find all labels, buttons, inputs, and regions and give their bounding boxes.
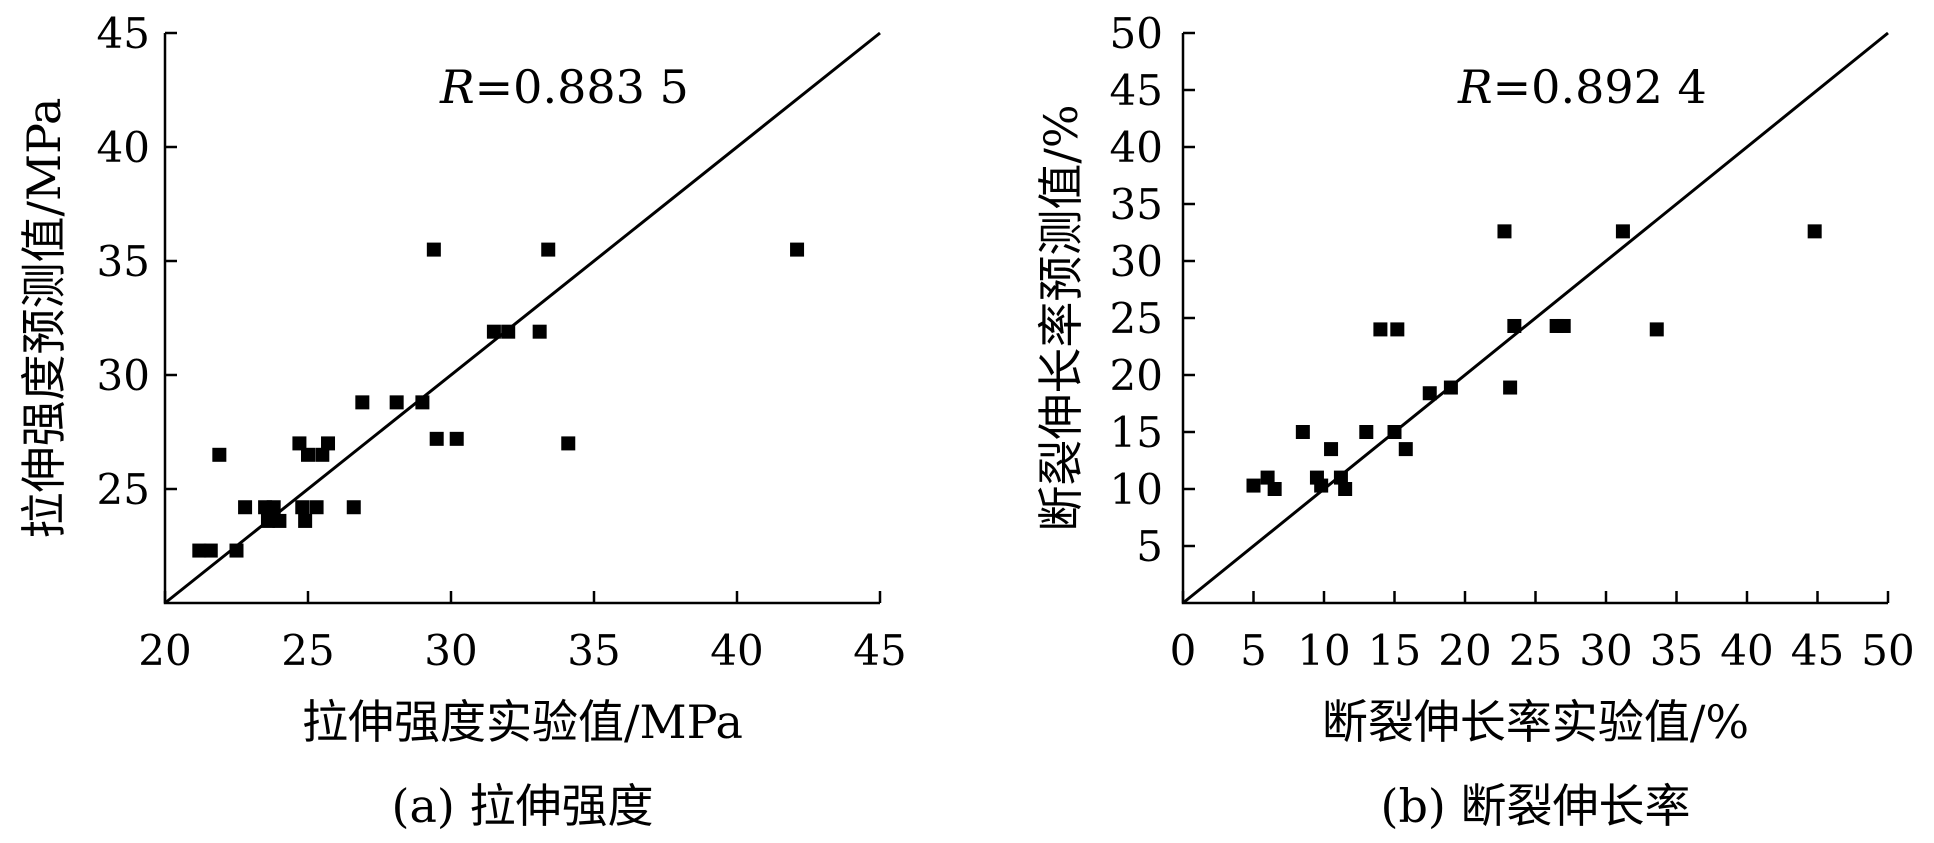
x-tick-label: 30 [1579,626,1632,675]
data-point [321,436,336,451]
x-tick-label: 25 [281,626,334,675]
data-point [315,447,330,462]
reference-line [1182,31,1889,605]
y-tick-label: 45 [1110,66,1163,115]
data-point [1324,442,1339,457]
data-point [260,513,275,528]
x-tick-label: 10 [1297,626,1350,675]
data-point [1497,224,1512,239]
x-tick-label: 45 [1791,626,1844,675]
data-point [203,543,218,558]
y-tick-label: 15 [1110,408,1163,457]
x-tick-label: 40 [710,626,763,675]
data-point [1359,425,1374,439]
data-point [790,242,805,257]
correlation-annotation: R=0.892 4 [1457,60,1707,114]
data-point [486,324,501,339]
data-point [1507,318,1522,333]
y-tick-label: 50 [1110,9,1163,58]
correlation-symbol: R [439,60,475,114]
data-point [346,500,361,515]
y-tick-label: 25 [97,465,150,514]
correlation-value: =0.883 5 [475,60,689,114]
y-tick-label: 40 [1110,123,1163,172]
data-point [1422,386,1437,401]
y-tick-label: 45 [97,9,150,58]
x-tick-label: 40 [1720,626,1773,675]
data-point [1338,482,1353,496]
data-point [1503,380,1518,395]
data-point [561,436,576,451]
y-tick-label: 20 [1110,351,1163,400]
x-tick-label: 20 [1438,626,1491,675]
data-point [1807,224,1822,239]
data-point [309,500,324,515]
data-point [266,500,281,515]
y-tick-label: 30 [97,351,150,400]
x-tick-label: 45 [853,626,906,675]
data-point [229,543,244,558]
data-point [389,395,404,410]
data-point [1556,318,1571,333]
reference-line [164,31,881,605]
y-tick-label: 25 [1110,294,1163,343]
data-point [1295,425,1310,439]
data-point [1615,224,1630,239]
data-point [415,395,430,410]
data-point [1373,322,1388,337]
data-point [429,431,444,446]
correlation-annotation: R=0.883 5 [439,60,689,114]
data-point [1267,482,1282,496]
correlation-value: =0.892 4 [1493,60,1707,114]
y-tick-label: 35 [97,237,150,286]
data-point [426,242,441,257]
y-tick-label: 40 [97,123,150,172]
data-point [1314,478,1329,493]
data-point [355,395,370,410]
y-tick-label: 30 [1110,237,1163,286]
x-axis-title: 拉伸强度实验值/MPa [302,695,743,749]
data-point [1333,470,1348,485]
y-axis-title: 断裂伸长率预测值/% [1034,104,1088,531]
data-point [1398,442,1413,457]
data-point [295,500,310,515]
data-point [1649,322,1664,337]
y-axis-title: 拉伸强度预测值/MPa [17,98,71,539]
data-point [272,513,287,528]
correlation-symbol: R [1457,60,1493,114]
x-axis-title: 断裂伸长率实验值/% [1322,695,1749,749]
data-point [541,242,556,257]
data-point [298,513,313,528]
x-tick-label: 25 [1509,626,1562,675]
x-tick-label: 35 [567,626,620,675]
y-tick-label: 5 [1136,522,1163,571]
panel-caption: (a) 拉伸强度 [392,779,654,833]
panel-a-tensile-strength: 20 25 30 35 40 45 25 30 35 40 45 R=0.883 5 拉伸强度实验值/M… [17,9,907,833]
y-tick-label: 10 [1110,465,1163,514]
x-tick-label: 0 [1170,626,1197,675]
x-tick-label: 30 [424,626,477,675]
data-point [501,324,516,339]
data-point [1246,478,1261,493]
data-point [212,447,227,462]
x-tick-label: 50 [1861,626,1914,675]
x-tick-label: 20 [138,626,191,675]
data-point [292,436,307,451]
panel-b-elongation-at-break: 0 5 10 15 20 25 30 35 40 45 505101520253035404550R… [1034,9,1915,833]
data-point [238,500,253,515]
data-point [449,431,464,446]
x-tick-label: 35 [1650,626,1703,675]
panel-caption: (b) 断裂伸长率 [1381,779,1691,833]
data-point [532,324,547,339]
data-point [1387,425,1402,439]
data-point [1390,322,1405,337]
data-point [1443,380,1458,395]
x-tick-label: 5 [1240,626,1267,675]
data-point [192,543,207,558]
x-tick-label: 15 [1368,626,1421,675]
y-tick-label: 35 [1110,180,1163,229]
data-point [301,447,315,462]
data-point [1260,470,1275,485]
